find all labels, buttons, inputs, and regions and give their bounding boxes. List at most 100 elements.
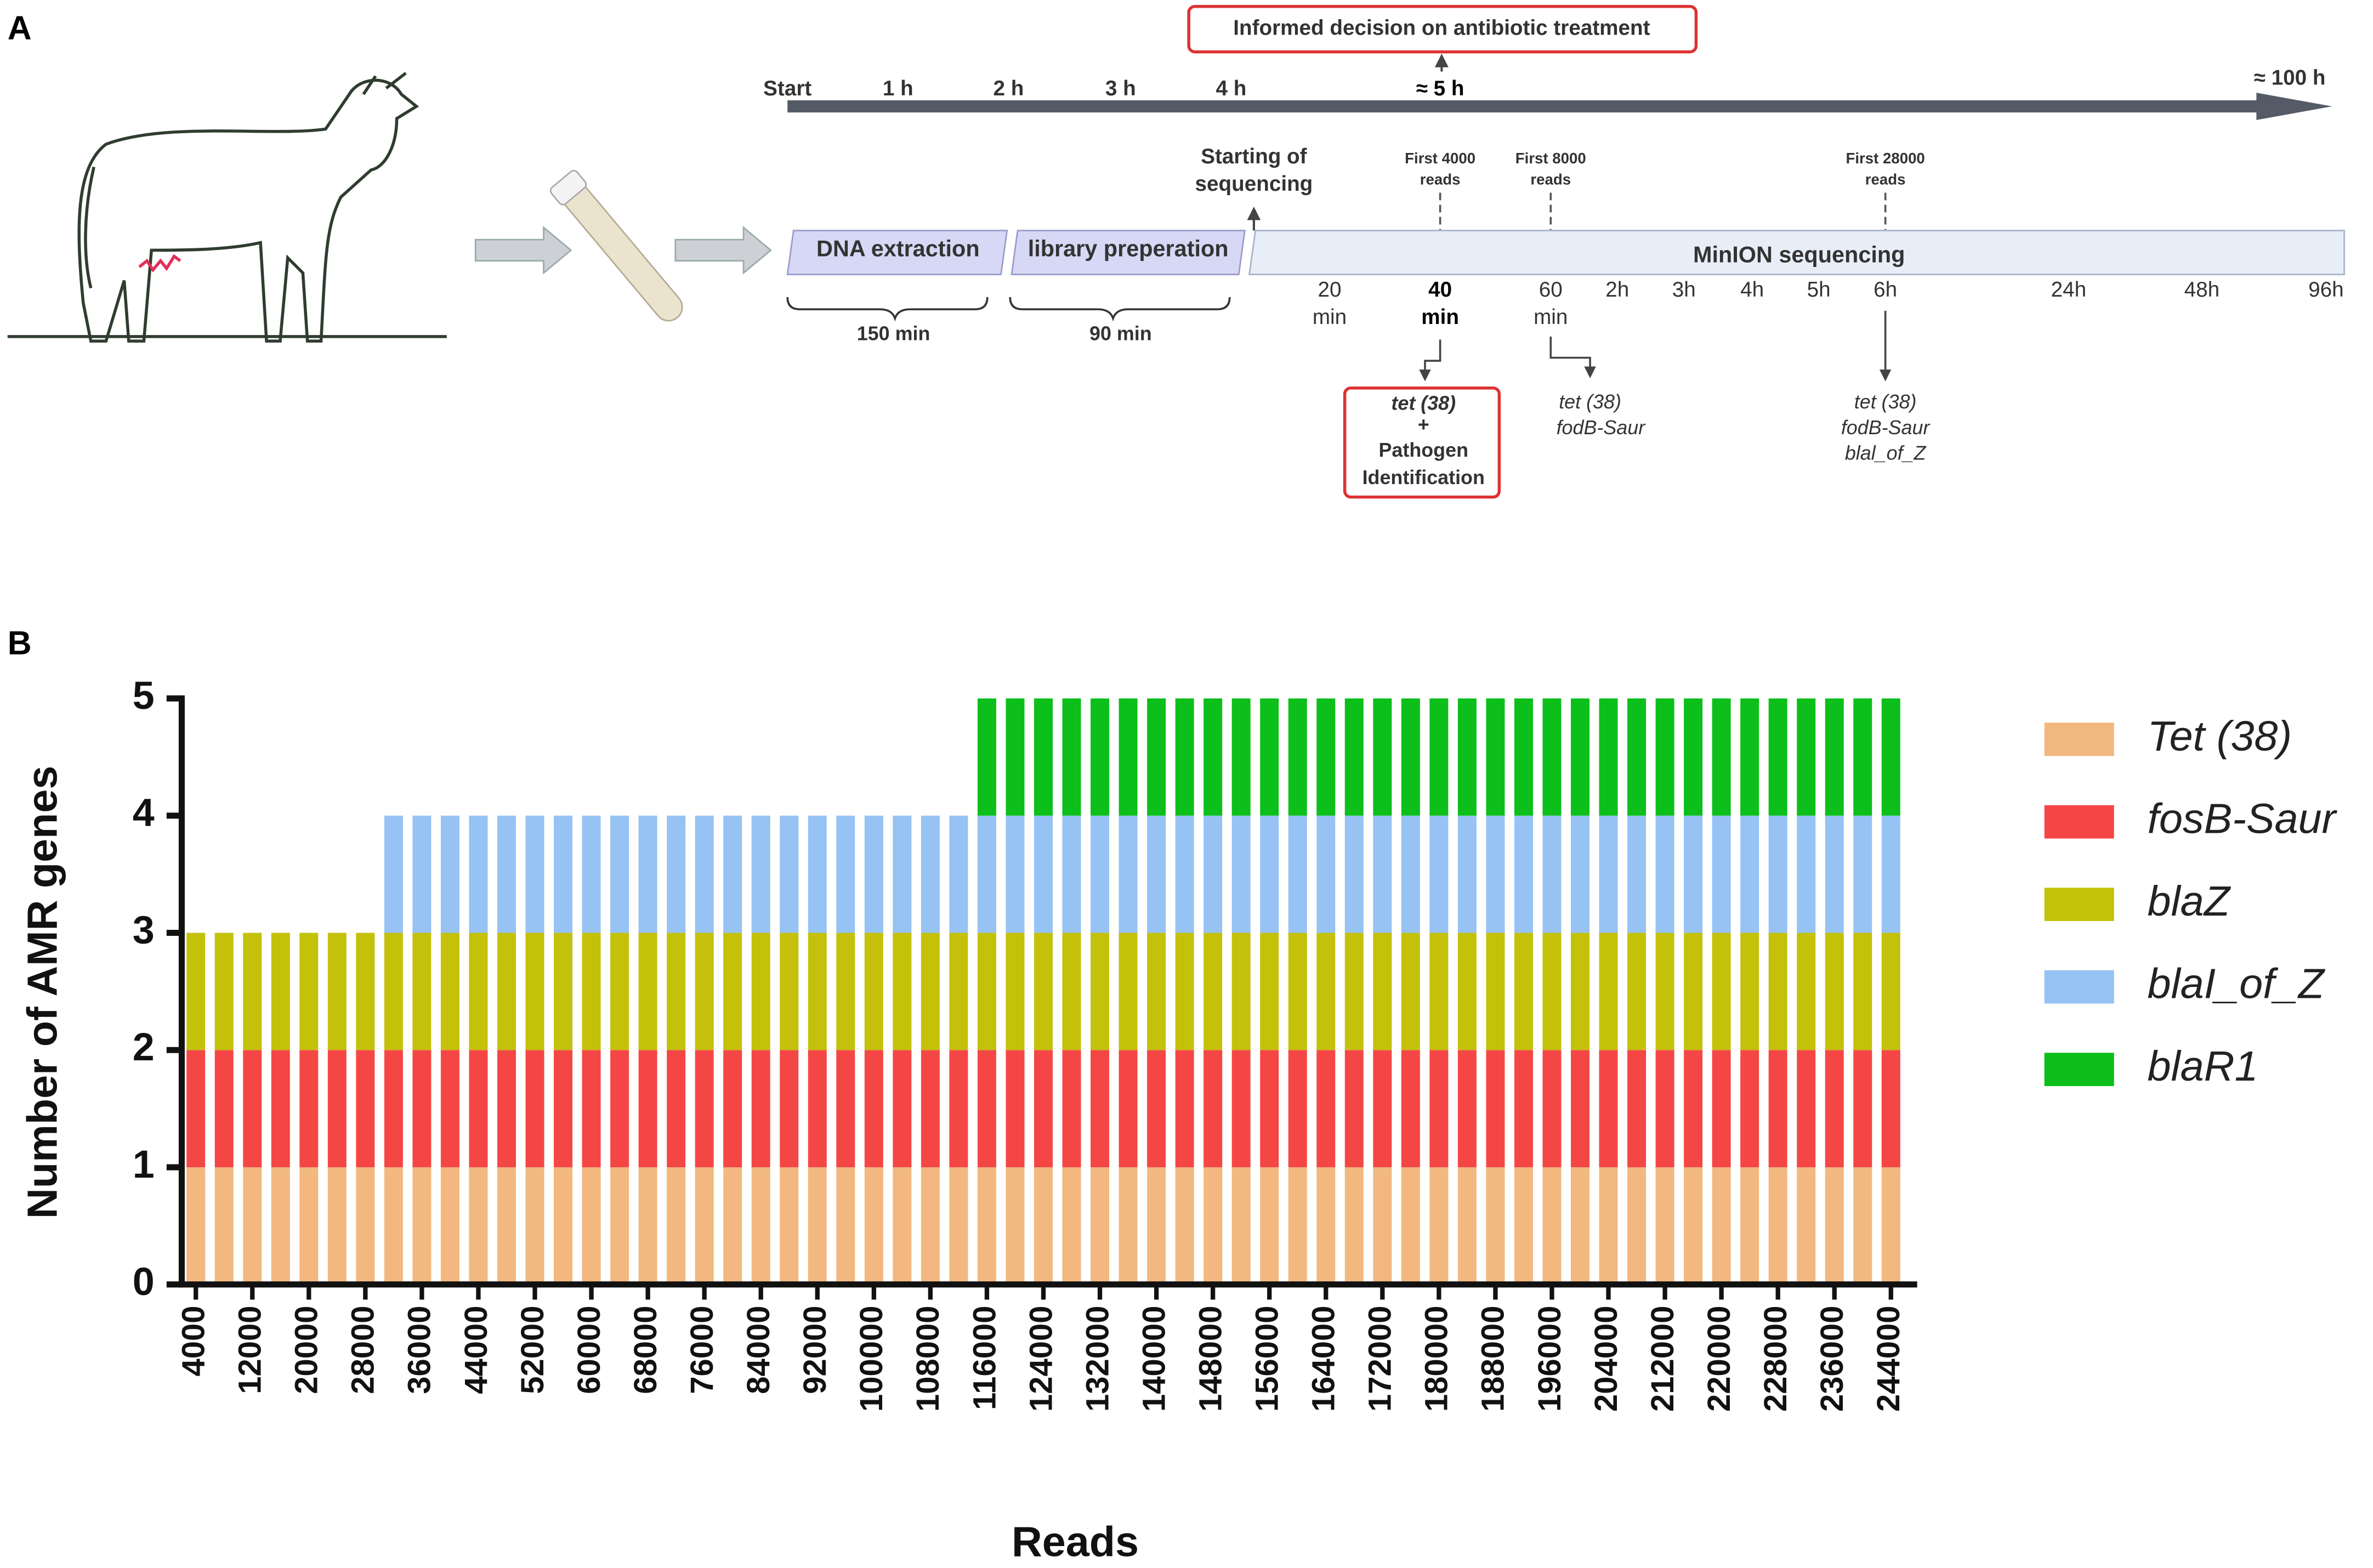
bar-segment [1006, 1050, 1025, 1168]
bar-segment [1344, 698, 1364, 816]
bar-segment [384, 1167, 403, 1285]
result-label: tet (38) [1854, 391, 1917, 413]
annotation: reads [1865, 171, 1906, 188]
bar-segment [1401, 933, 1420, 1050]
bar-segment [1288, 1167, 1307, 1285]
bar-segment [1768, 815, 1787, 933]
arrow [1549, 336, 1596, 378]
bar-segment [638, 933, 657, 1050]
bar-segment [582, 1167, 601, 1285]
legend-swatch [2044, 888, 2114, 921]
step-box [1010, 230, 1246, 275]
bar-segment [327, 933, 347, 1050]
bar-segment [1373, 1167, 1392, 1285]
bar-segment [1316, 933, 1336, 1050]
bar-segment [1288, 1050, 1307, 1168]
bar-segment [1119, 1167, 1138, 1285]
bar-segment [1486, 815, 1505, 933]
bar-segment [1203, 698, 1223, 816]
y-tick-label: 4 [133, 791, 155, 835]
scale-label: 40 [1428, 278, 1452, 302]
bar-segment [1514, 933, 1533, 1050]
bar-segment [751, 1050, 770, 1168]
result-label: blal_of_Z [1845, 442, 1927, 464]
brace [786, 297, 989, 322]
bar-segment [384, 1050, 403, 1168]
annotation: First 28000 [1846, 150, 1925, 167]
bar-segment [1429, 698, 1449, 816]
bar-segment [1740, 933, 1759, 1050]
scale-label: min [1421, 305, 1459, 329]
bar-segment [469, 1167, 488, 1285]
bar-segment [836, 933, 855, 1050]
annotation: reads [1420, 171, 1461, 188]
bar-segment [1881, 1050, 1900, 1168]
bar-segment [1091, 815, 1110, 933]
bar-segment [1825, 1167, 1844, 1285]
bar-segment [1373, 1050, 1392, 1168]
bar-segment [1599, 933, 1618, 1050]
bar-segment [1034, 933, 1053, 1050]
x-tick-label: 60000 [571, 1305, 607, 1394]
bar-segment [1401, 698, 1420, 816]
x-tick-label: 132000 [1080, 1305, 1115, 1412]
bar-segment [1203, 1050, 1223, 1168]
annotation: reads [1530, 171, 1571, 188]
bar-segment [1006, 1167, 1025, 1285]
bar-segment [1316, 698, 1336, 816]
bar-segment [1231, 1167, 1251, 1285]
bar-segment [1797, 698, 1816, 816]
bar-segment [1712, 815, 1731, 933]
legend-label: fosB-Saur [2147, 795, 2337, 842]
bar-segment [1797, 815, 1816, 933]
bar-segment [497, 933, 516, 1050]
bar-segment [808, 1167, 827, 1285]
x-tick-label: 244000 [1871, 1305, 1906, 1412]
bar-segment [1655, 815, 1674, 933]
bar-segment [299, 933, 319, 1050]
bar-segment [723, 933, 742, 1050]
bar-segment [695, 815, 714, 933]
scale-label: 96h [2308, 278, 2344, 302]
bar-segment [751, 933, 770, 1050]
bar-segment [1599, 698, 1618, 816]
bar-segment [610, 1167, 629, 1285]
bar-segment [977, 933, 996, 1050]
legend-label: blaI_of_Z [2147, 961, 2325, 1008]
bar-segment [610, 933, 629, 1050]
bar-segment [1655, 698, 1674, 816]
bar-segment [186, 1050, 206, 1168]
x-tick-label: 12000 [232, 1305, 268, 1394]
bar-segment [667, 1050, 686, 1168]
bar-segment [1429, 1167, 1449, 1285]
bar-segment [1768, 698, 1787, 816]
bar-segment [864, 1167, 883, 1285]
bar-segment [1740, 698, 1759, 816]
bar-segment [243, 933, 262, 1050]
bar-segment [1599, 815, 1618, 933]
bar-segment [356, 1050, 375, 1168]
bar-segment [1853, 815, 1872, 933]
scale-label: 4h [1740, 278, 1764, 302]
bar-segment [1486, 933, 1505, 1050]
bar-segment [1147, 933, 1166, 1050]
duration-label: 90 min [1089, 323, 1152, 345]
x-tick-label: 172000 [1363, 1305, 1398, 1412]
bar-segment [1175, 1050, 1194, 1168]
bar-segment [384, 933, 403, 1050]
bar-segment [695, 1167, 714, 1285]
step-label: MinION sequencing [1693, 242, 1905, 267]
bar-segment [582, 933, 601, 1050]
annotation: First 8000 [1515, 150, 1586, 167]
x-tick-label: 92000 [797, 1305, 833, 1394]
timeline-label: 3 h [1105, 77, 1136, 100]
bar-segment [1006, 815, 1025, 933]
bar-segment [1344, 933, 1364, 1050]
bar-segment [949, 933, 968, 1050]
bar-segment [1712, 1050, 1731, 1168]
bar-segment [186, 1167, 206, 1285]
bar-segment [1457, 1050, 1477, 1168]
bar-segment [186, 933, 206, 1050]
bar-segment [1373, 933, 1392, 1050]
